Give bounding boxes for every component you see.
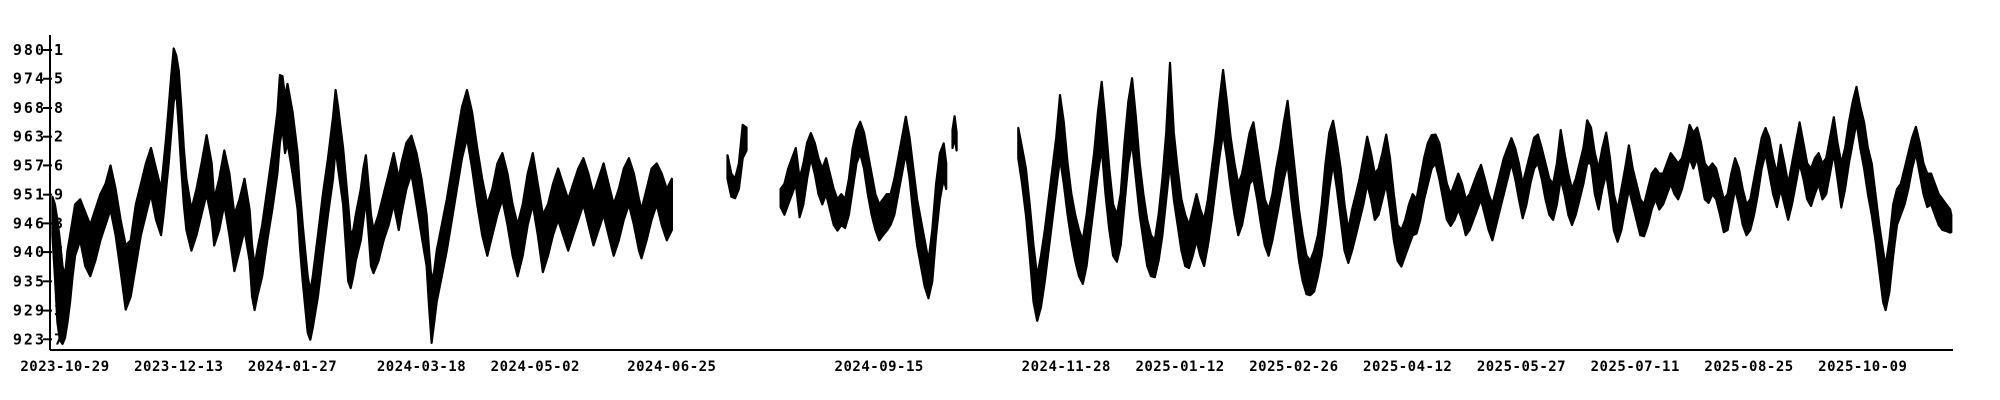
- y-tick-label-int: 935: [13, 272, 46, 290]
- y-tick-label-int: 968: [13, 99, 46, 117]
- x-tick-label: 2025-08-25: [1704, 359, 1793, 375]
- y-tick-label-int: 940: [13, 243, 46, 261]
- x-tick-label: 2024-01-27: [248, 359, 337, 375]
- y-tick-label-dec: 2: [54, 128, 63, 146]
- x-tick-label: 2024-06-25: [627, 359, 716, 375]
- x-tick-label: 2024-11-28: [1022, 359, 1111, 375]
- x-tick-label: 2025-04-12: [1363, 359, 1452, 375]
- data-series-segment: [951, 115, 958, 152]
- y-tick-label-int: 951: [13, 186, 46, 204]
- x-tick-label: 2025-07-11: [1591, 359, 1680, 375]
- y-tick-label-int: 963: [13, 128, 46, 146]
- x-tick-label: 2024-03-18: [377, 359, 466, 375]
- y-tick-label-dec: 8: [54, 99, 63, 117]
- x-tick-label: 2024-09-15: [835, 359, 924, 375]
- x-tick-label: 2025-02-26: [1249, 359, 1338, 375]
- y-tick-label-int: 929: [13, 302, 46, 320]
- y-tick-label-int: 980: [13, 41, 46, 59]
- y-tick-label-int: 923: [13, 330, 46, 348]
- x-tick-label: 2025-01-12: [1135, 359, 1224, 375]
- y-tick-label-dec: 5: [54, 70, 63, 88]
- y-tick-label-int: 974: [13, 70, 46, 88]
- y-tick-label-dec: 1: [54, 41, 63, 59]
- y-tick-label-dec: 9: [54, 186, 63, 204]
- y-tick-label-dec: 7: [54, 330, 63, 348]
- data-series-segment: [726, 123, 748, 200]
- data-series-segment: [779, 115, 948, 300]
- y-tick-label-int: 957: [13, 156, 46, 174]
- x-tick-label: 2023-12-13: [134, 359, 223, 375]
- y-tick-label-dec: 6: [54, 156, 63, 174]
- y-tick-label-int: 946: [13, 214, 46, 232]
- x-tick-label: 2025-10-09: [1818, 359, 1907, 375]
- x-tick-label: 2025-05-27: [1477, 359, 1566, 375]
- data-series-segment: [1017, 61, 1953, 322]
- data-series-segment: [51, 47, 673, 345]
- x-tick-label: 2023-10-29: [20, 359, 109, 375]
- x-tick-label: 2024-05-02: [491, 359, 580, 375]
